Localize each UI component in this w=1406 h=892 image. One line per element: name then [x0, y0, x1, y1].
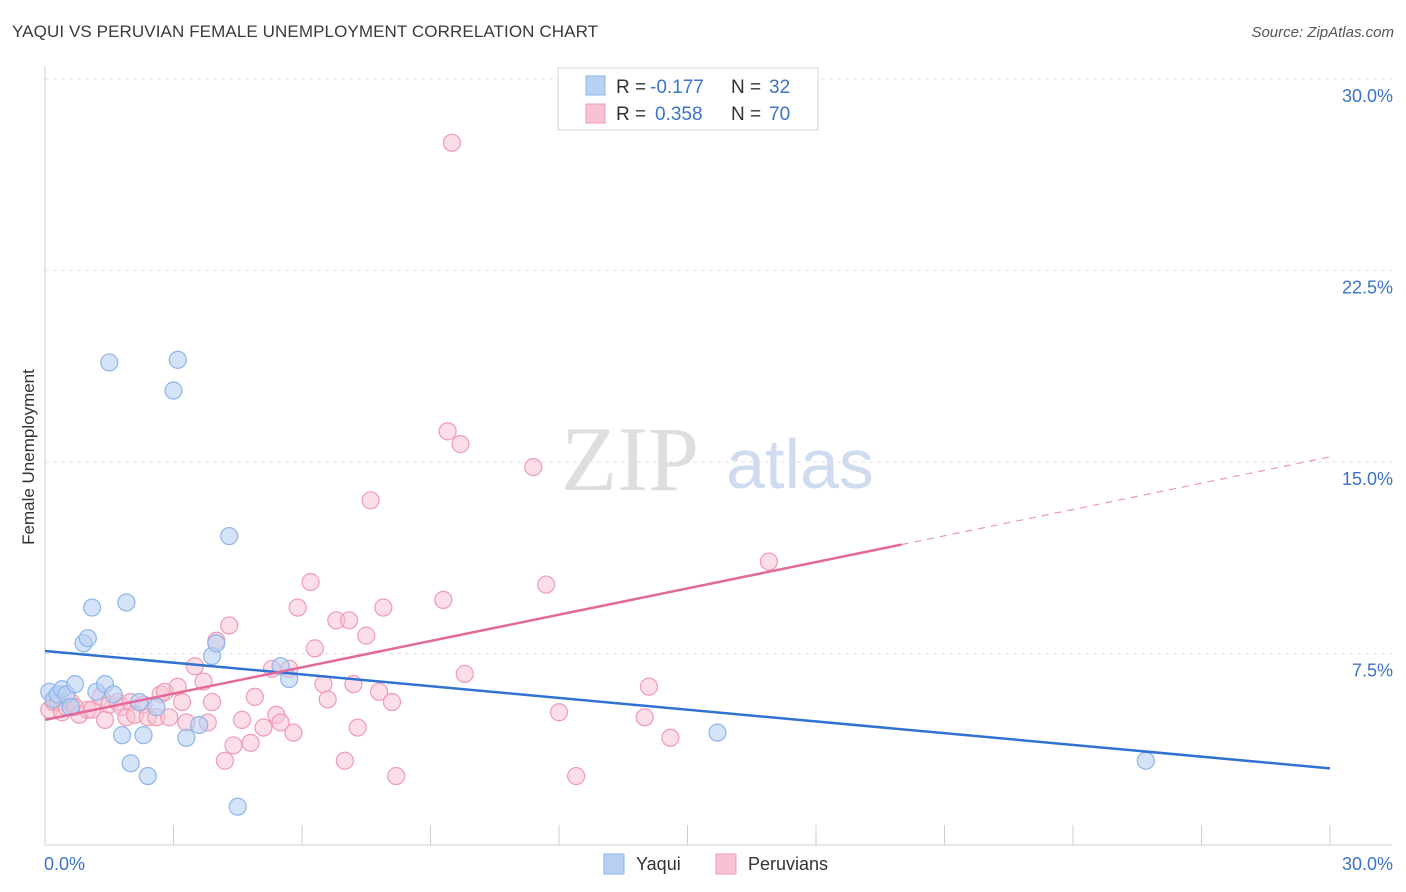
legend-n-label-2: N = [731, 104, 761, 125]
data-point-peruvians [202, 692, 222, 712]
y-tick-label: 30.0% [1342, 86, 1393, 106]
data-point-peruvians [759, 552, 778, 571]
data-point-yaqui [117, 593, 136, 612]
data-point-peruvians [455, 664, 474, 684]
data-point-peruvians [438, 422, 457, 441]
y-tick-label: 7.5% [1352, 661, 1393, 681]
legend-top: R = -0.177 N = 32 R = 0.358 N = 70 [557, 67, 819, 131]
data-point-peruvians [451, 435, 470, 454]
data-point-yaqui [100, 353, 119, 372]
data-point-yaqui [121, 754, 140, 773]
data-point-peruvians [348, 718, 367, 737]
trend-line-peruvians-extension [901, 456, 1331, 546]
y-axis-label: Female Unemployment [19, 369, 38, 545]
data-point-peruvians [220, 616, 239, 635]
legend-n-value-1: 32 [769, 77, 790, 98]
data-point-peruvians [361, 491, 380, 510]
data-point-peruvians [635, 708, 654, 727]
data-point-peruvians [567, 766, 586, 786]
gridlines [45, 78, 1392, 654]
data-point-peruvians [232, 710, 252, 729]
data-point-peruvians [318, 690, 337, 709]
data-point-yaqui [104, 685, 123, 704]
data-point-peruvians [301, 572, 320, 592]
data-point-peruvians [254, 718, 273, 737]
data-point-yaqui [164, 381, 183, 400]
tick-labels: 7.5% 15.0% 22.5% 30.0% 0.0% 30.0% [44, 86, 1393, 874]
data-point-peruvians [639, 677, 659, 696]
data-point-yaqui [134, 726, 153, 745]
data-point-yaqui [708, 723, 727, 742]
data-point-peruvians [340, 611, 359, 630]
legend-bottom-swatch-yaqui [603, 853, 625, 875]
data-point-peruvians [661, 728, 680, 747]
y-tick-label: 22.5% [1342, 278, 1393, 298]
data-point-yaqui [177, 728, 196, 747]
chart-title: YAQUI VS PERUVIAN FEMALE UNEMPLOYMENT CO… [12, 22, 599, 41]
legend-bottom-label-yaqui: Yaqui [636, 854, 681, 874]
data-point-yaqui [168, 350, 187, 369]
legend-r-label-2: R = [616, 104, 646, 125]
data-point-peruvians [374, 598, 393, 617]
legend-r-value-2: 0.358 [655, 104, 703, 125]
watermark: ZIP atlas [561, 408, 874, 510]
data-point-peruvians [95, 710, 115, 729]
axes [44, 66, 1392, 846]
data-point-yaqui [228, 797, 247, 816]
data-point-peruvians [288, 598, 307, 617]
data-point-yaqui [207, 634, 226, 653]
data-point-yaqui [65, 675, 85, 694]
data-point-peruvians [160, 708, 179, 727]
trend-line-peruvians [44, 543, 902, 722]
data-point-peruvians [241, 733, 260, 752]
trend-line-yaqui [44, 649, 1331, 770]
data-point-peruvians [442, 133, 462, 152]
trend-lines [44, 456, 1331, 770]
legend-bottom-swatch-peruvians [715, 853, 737, 875]
legend-bottom: Yaqui Peruvians [603, 853, 828, 875]
data-point-yaqui [112, 726, 132, 745]
legend-bottom-label-peruvians: Peruvians [748, 854, 828, 874]
data-point-peruvians [284, 723, 303, 742]
legend-n-value-2: 70 [769, 104, 790, 125]
legend-n-label-1: N = [731, 77, 761, 98]
legend-swatch-yaqui [585, 75, 606, 96]
data-point-peruvians [335, 751, 354, 770]
data-point-peruvians [245, 687, 264, 707]
chart-source: Source: ZipAtlas.com [1251, 24, 1394, 41]
data-point-peruvians [215, 751, 234, 770]
data-point-peruvians [224, 736, 243, 755]
data-point-yaqui [1136, 751, 1155, 770]
data-point-peruvians [549, 703, 569, 722]
legend-r-value-1: -0.177 [650, 77, 704, 98]
data-point-peruvians [537, 575, 556, 594]
data-point-peruvians [387, 766, 406, 786]
data-point-yaqui [147, 698, 166, 717]
series-yaqui [40, 350, 1155, 816]
watermark-atlas: atlas [726, 425, 874, 503]
data-point-yaqui [190, 715, 209, 735]
data-point-yaqui [83, 598, 102, 617]
data-point-peruvians [172, 692, 192, 712]
data-point-yaqui [138, 766, 157, 786]
data-point-peruvians [370, 682, 389, 701]
data-point-peruvians [357, 626, 376, 645]
data-point-peruvians [434, 590, 453, 609]
x-tick-label: 30.0% [1342, 854, 1393, 874]
data-point-peruvians [305, 639, 324, 658]
legend-swatch-peruvians [585, 103, 606, 124]
data-point-yaqui [220, 526, 239, 546]
data-point-peruvians [382, 692, 402, 712]
x-tick-label: 0.0% [44, 854, 85, 874]
watermark-zip: ZIP [561, 408, 699, 510]
data-point-yaqui [78, 629, 97, 648]
legend-r-label-1: R = [616, 77, 646, 98]
y-tick-label: 15.0% [1342, 469, 1393, 489]
data-point-peruvians [271, 713, 290, 732]
data-point-peruvians [524, 458, 543, 477]
